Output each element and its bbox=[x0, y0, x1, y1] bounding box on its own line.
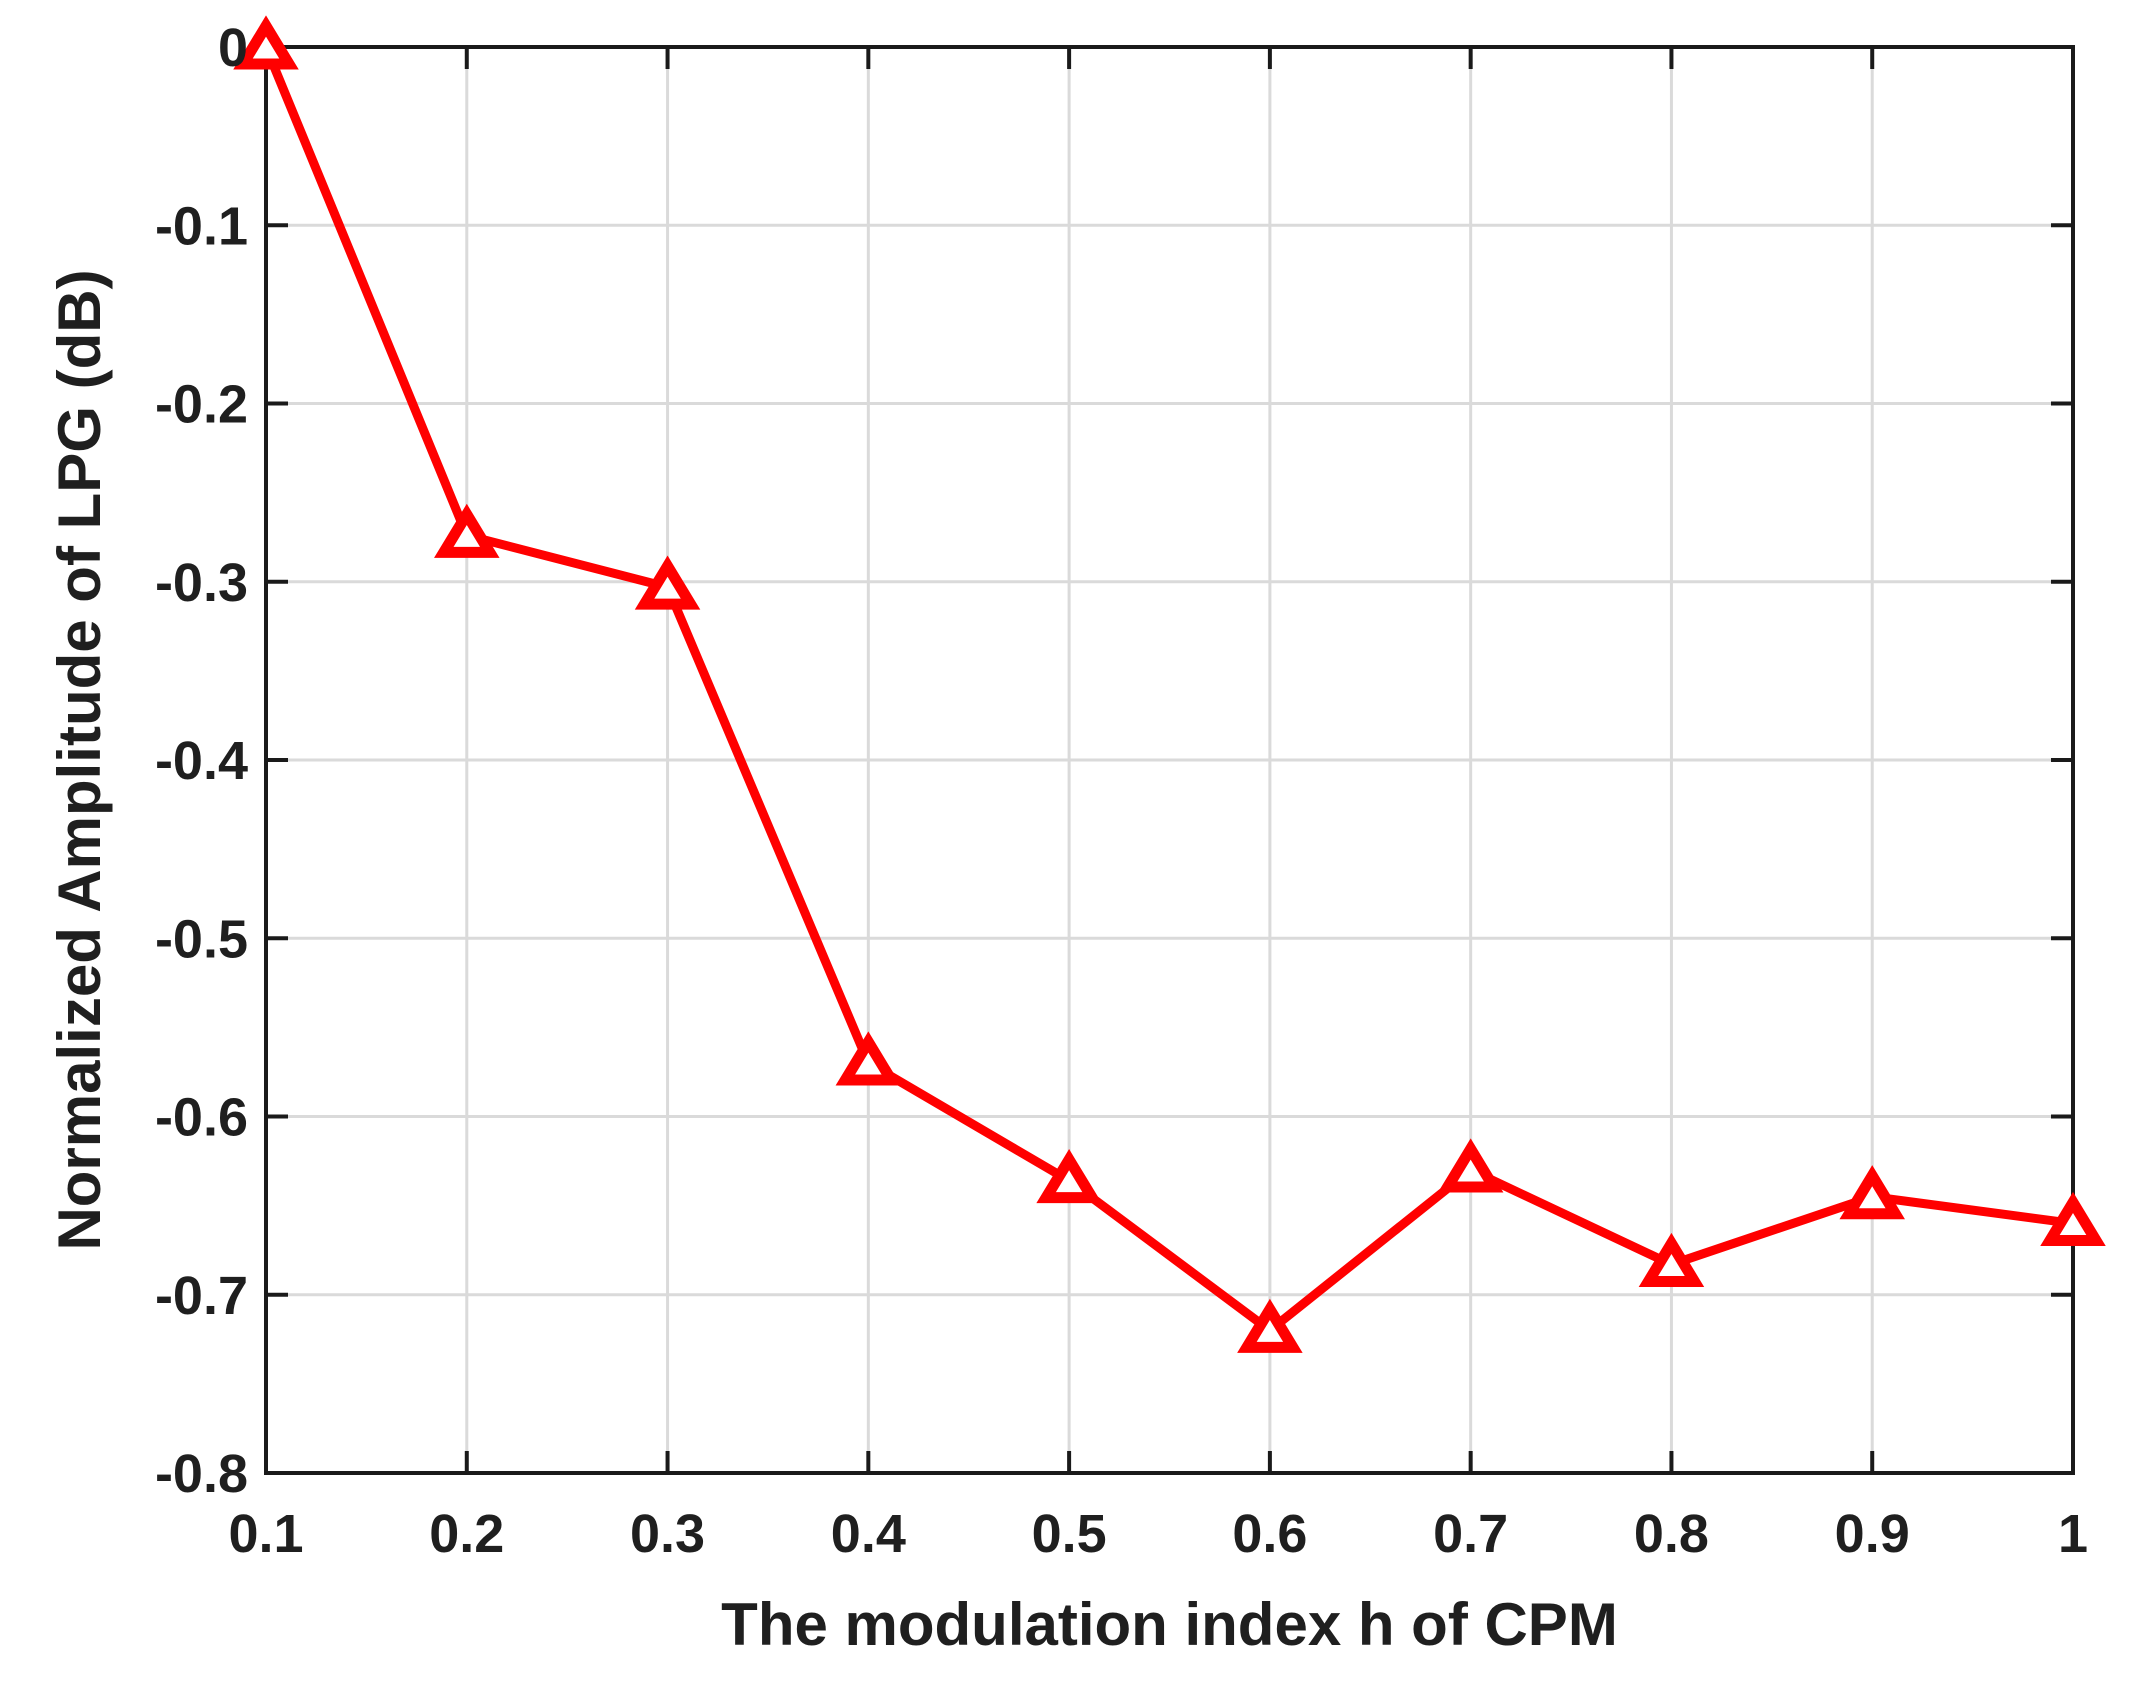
x-tick-label: 0.6 bbox=[1232, 1504, 1307, 1564]
x-tick-label: 0.8 bbox=[1634, 1504, 1709, 1564]
y-tick-label: -0.1 bbox=[155, 196, 248, 256]
y-tick-label: -0.3 bbox=[155, 553, 248, 613]
x-tick-label: 0.7 bbox=[1433, 1504, 1508, 1564]
y-tick-label: -0.8 bbox=[155, 1444, 248, 1504]
x-tick-label: 0.3 bbox=[630, 1504, 705, 1564]
x-tick-label: 0.1 bbox=[228, 1504, 303, 1564]
gridlines bbox=[266, 47, 2073, 1473]
x-tick-label: 0.4 bbox=[831, 1504, 906, 1564]
data-marker-triangle bbox=[1638, 1232, 1705, 1287]
data-marker-triangle bbox=[233, 15, 299, 70]
axis-tick-marks bbox=[264, 45, 2075, 1475]
x-tick-label: 0.5 bbox=[1032, 1504, 1107, 1564]
data-marker-triangle bbox=[434, 503, 500, 558]
data-line bbox=[261, 42, 2078, 1335]
y-tick-label: -0.5 bbox=[155, 909, 248, 969]
x-tick-label: 0.2 bbox=[429, 1504, 504, 1564]
x-tick-labels: 0.1 0.2 0.3 0.4 0.5 0.6 0.7 0.8 0.9 1 bbox=[228, 1504, 2088, 1564]
data-marker-triangle bbox=[1437, 1138, 1504, 1193]
data-marker-triangle bbox=[2040, 1191, 2106, 1246]
y-tick-label: -0.7 bbox=[155, 1266, 248, 1326]
data-marker-triangle bbox=[1237, 1298, 1303, 1353]
x-tick-label: 1 bbox=[2058, 1504, 2088, 1564]
data-marker-triangle bbox=[634, 555, 701, 610]
y-tick-labels: 0 -0.1 -0.2 -0.3 -0.4 -0.5 -0.6 -0.7 -0.8 bbox=[155, 18, 248, 1504]
data-marker-triangle bbox=[835, 1031, 902, 1086]
data-marker-triangle bbox=[1036, 1149, 1102, 1204]
data-marker-triangle bbox=[1839, 1165, 1905, 1220]
plot-box-border bbox=[264, 45, 2075, 1475]
y-tick-label: -0.4 bbox=[155, 731, 248, 791]
y-axis-label: Normalized Amplitude of LPG (dB) bbox=[46, 269, 113, 1250]
y-tick-label: -0.2 bbox=[155, 375, 248, 435]
x-axis-label: The modulation index h of CPM bbox=[721, 1591, 1618, 1658]
y-tick-label: -0.6 bbox=[155, 1088, 248, 1148]
data-markers bbox=[233, 15, 2106, 1353]
y-tick-label: 0 bbox=[218, 18, 248, 78]
x-tick-label: 0.9 bbox=[1835, 1504, 1910, 1564]
